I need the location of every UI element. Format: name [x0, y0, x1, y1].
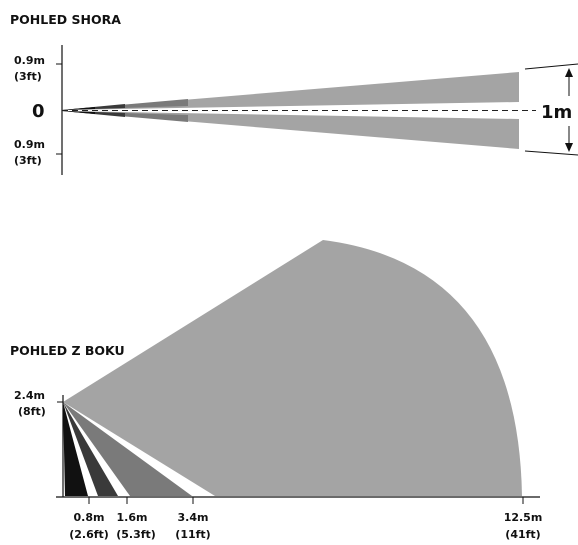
top-view-lower-beam-nearest — [62, 111, 95, 114]
top-view-lower-beam-near — [62, 111, 125, 117]
side-view-title: POHLED Z BOKU — [10, 343, 125, 358]
top-view-lower-label-m: 0.9m — [14, 138, 45, 151]
side-view-distance-label-ft: (41ft) — [505, 528, 540, 541]
top-view-width-label: 1m — [541, 102, 572, 123]
top-view-upper-beam-nearest — [62, 107, 95, 110]
top-view-dimension-lower-line — [524, 150, 578, 156]
top-view-dimension-arrow-down-icon — [565, 143, 573, 152]
top-view-origin-label: 0 — [32, 101, 45, 122]
side-view-nearest-zone — [63, 402, 88, 496]
side-view-height-label-ft: (8ft) — [18, 405, 46, 418]
side-view-far-zone — [63, 240, 522, 496]
side-view-distance-label-m: 1.6m — [117, 511, 148, 524]
top-view-lower-label-ft: (3ft) — [14, 154, 42, 167]
top-view-upper-label-m: 0.9m — [14, 54, 45, 67]
top-view-title: POHLED SHORA — [10, 12, 121, 27]
side-view-near-zone — [63, 402, 118, 496]
side-view-distance-label-ft: (2.6ft) — [69, 528, 109, 541]
top-view-dimension-arrow-up-icon — [565, 68, 573, 77]
side-view-distance-label-m: 0.8m — [74, 511, 105, 524]
side-view-distance-label-m: 12.5m — [504, 511, 543, 524]
top-view-upper-beam-near — [62, 104, 125, 110]
top-view-upper-label-ft: (3ft) — [14, 70, 42, 83]
top-view-dimension-upper-line — [524, 63, 578, 70]
side-view-mid-zone — [63, 402, 192, 496]
side-view-distance-label-ft: (5.3ft) — [116, 528, 156, 541]
side-view-distance-label-m: 3.4m — [178, 511, 209, 524]
side-view-height-label-m: 2.4m — [14, 389, 45, 402]
side-view-distance-label-ft: (11ft) — [175, 528, 210, 541]
